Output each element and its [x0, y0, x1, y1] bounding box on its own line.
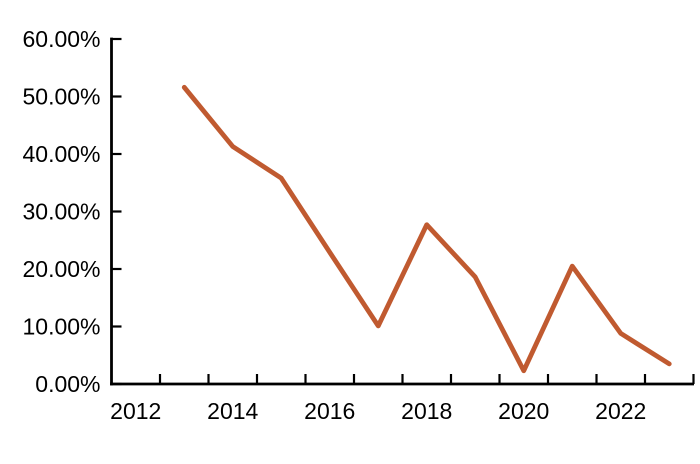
x-axis-label: 2018 — [401, 398, 452, 424]
y-axis-label: 10.00% — [22, 314, 100, 340]
data-line-series — [181, 84, 672, 374]
x-axis-label: 2022 — [595, 398, 646, 424]
x-axis-label: 2014 — [207, 398, 258, 424]
x-axis-label: 2012 — [110, 398, 161, 424]
x-axis-label: 2016 — [304, 398, 355, 424]
y-axis-label: 40.00% — [22, 141, 100, 167]
y-axis-label: 60.00% — [22, 26, 100, 52]
y-axis-label: 0.00% — [35, 371, 100, 397]
x-axis-label: 2020 — [498, 398, 549, 424]
y-axis-label: 20.00% — [22, 256, 100, 282]
y-axis-label: 30.00% — [22, 199, 100, 225]
y-axis-label: 50.00% — [22, 84, 100, 110]
